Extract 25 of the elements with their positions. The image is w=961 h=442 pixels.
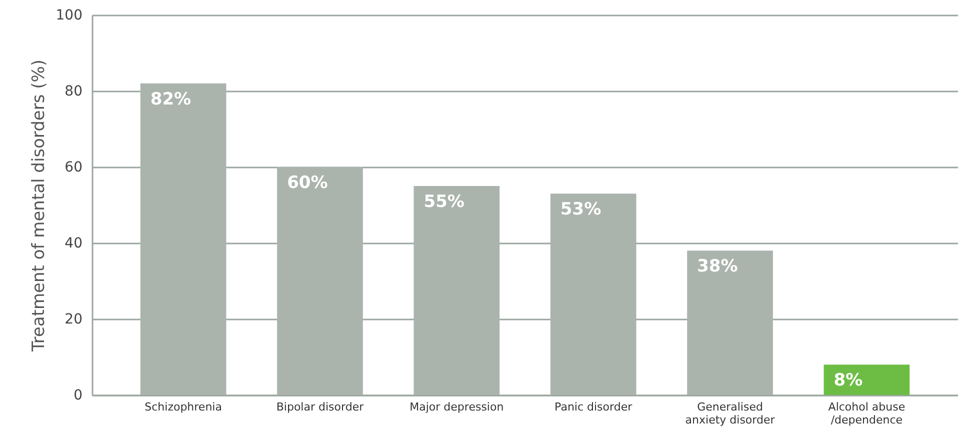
x-tick-label: Generalised anxiety disorder <box>685 400 776 426</box>
data-label: 38% <box>697 256 738 277</box>
data-label: 8% <box>834 370 863 391</box>
x-tick-label: Major depression <box>410 400 504 414</box>
bar <box>550 194 636 395</box>
x-tick-label: Bipolar disorder <box>276 400 364 414</box>
bar <box>824 364 910 395</box>
y-tick-label: 100 <box>56 8 82 24</box>
y-tick-label: 0 <box>74 388 82 404</box>
y-tick-label: 20 <box>64 312 82 328</box>
x-tick-label: Alcohol abuse /dependence <box>828 400 906 426</box>
bar <box>687 250 773 395</box>
x-tick-label: Schizophrenia <box>144 400 222 414</box>
bar <box>414 186 500 395</box>
data-label: 82% <box>150 89 192 110</box>
bar <box>277 167 363 395</box>
data-label: 55% <box>424 192 464 212</box>
data-label: 60% <box>287 173 328 193</box>
y-axis-title: Treatment of mental disorders (%) <box>28 59 49 353</box>
bar <box>140 83 226 395</box>
y-tick-label: 80 <box>64 84 82 100</box>
y-tick-label: 60 <box>64 160 82 176</box>
data-label: 53% <box>560 200 602 220</box>
x-tick-label: Panic disorder <box>554 400 633 414</box>
y-tick-label: 40 <box>64 236 82 252</box>
